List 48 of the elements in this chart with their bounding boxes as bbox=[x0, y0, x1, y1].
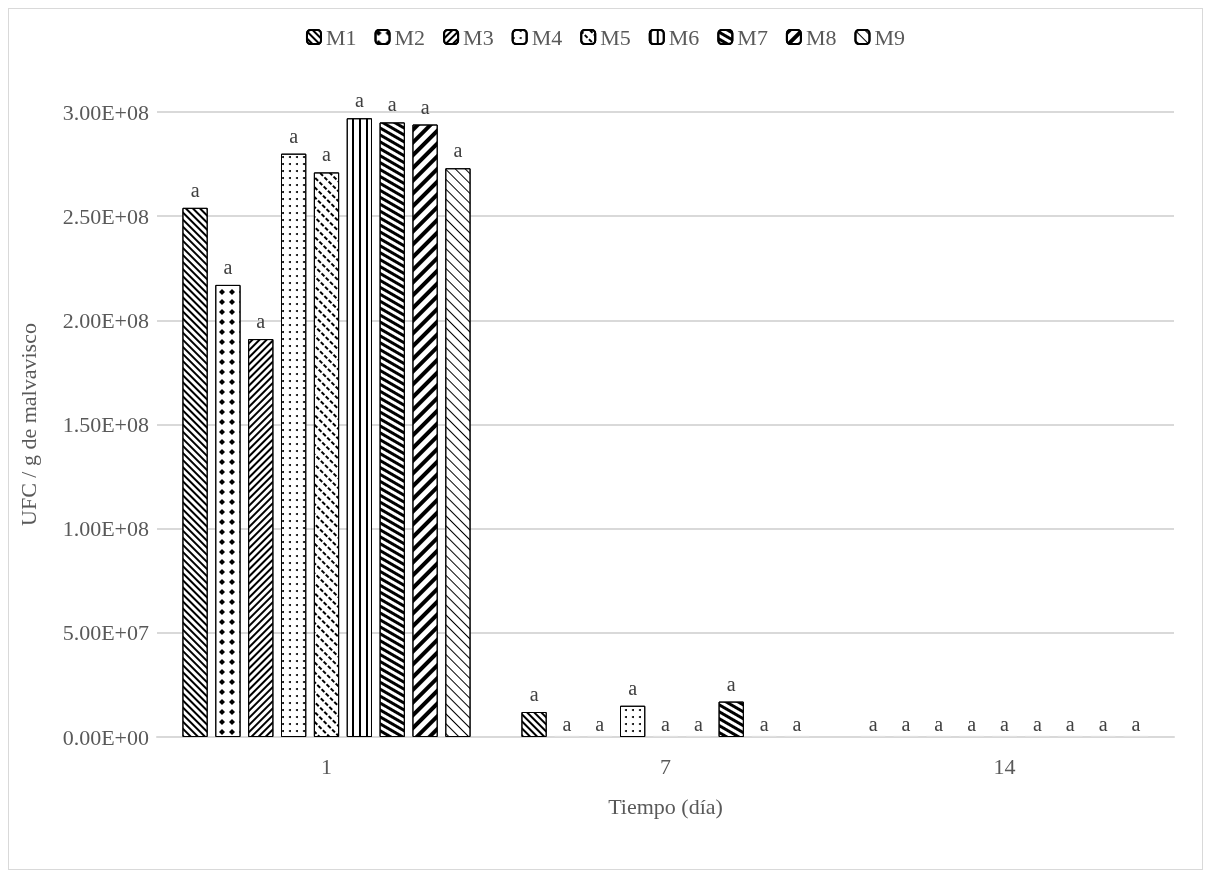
y-tick-label: 0.00E+00 bbox=[62, 724, 149, 750]
y-axis-title: UFC / g de malvavisco bbox=[15, 323, 41, 526]
data-label: a bbox=[792, 713, 802, 735]
y-tick-label: 1.00E+08 bbox=[62, 516, 149, 542]
legend-label: M9 bbox=[874, 24, 906, 50]
y-tick-label: 2.00E+08 bbox=[62, 307, 149, 333]
x-tick-label: 7 bbox=[660, 753, 671, 779]
data-label: a bbox=[759, 713, 769, 735]
legend-label: M7 bbox=[737, 24, 768, 50]
data-label: a bbox=[901, 713, 911, 735]
legend-label: M8 bbox=[805, 24, 837, 50]
data-label: a bbox=[868, 713, 878, 735]
legend-label: M3 bbox=[463, 24, 494, 50]
x-tick-label: 1 bbox=[321, 753, 332, 779]
legend-label: M1 bbox=[325, 24, 357, 50]
data-label: a bbox=[1098, 713, 1108, 735]
data-label: a bbox=[1032, 713, 1042, 735]
legend-label: M5 bbox=[600, 24, 631, 50]
data-label: a bbox=[256, 310, 266, 333]
data-label: a bbox=[726, 672, 736, 695]
data-label: a bbox=[661, 713, 671, 735]
data-label: a bbox=[562, 713, 572, 735]
x-axis-title: Tiempo (día) bbox=[608, 793, 723, 819]
data-label: a bbox=[529, 683, 539, 705]
legend-label: M2 bbox=[394, 24, 426, 50]
data-label: a bbox=[387, 93, 397, 116]
data-label: a bbox=[289, 124, 299, 147]
data-label: a bbox=[453, 139, 463, 162]
y-tick-label: 3.00E+08 bbox=[62, 99, 149, 125]
y-tick-label: 5.00E+07 bbox=[62, 620, 149, 646]
data-label: a bbox=[967, 713, 977, 735]
data-label: a bbox=[223, 255, 233, 278]
data-label: a bbox=[1065, 713, 1075, 735]
data-label: a bbox=[420, 95, 430, 118]
data-label: a bbox=[1131, 713, 1141, 735]
legend-label: M4 bbox=[531, 24, 563, 50]
legend-label: M6 bbox=[668, 24, 700, 50]
data-label: a bbox=[1000, 713, 1010, 735]
data-label: a bbox=[354, 89, 364, 112]
data-label: a bbox=[628, 676, 638, 699]
y-tick-label: 1.50E+08 bbox=[62, 412, 149, 437]
data-label: a bbox=[693, 713, 703, 735]
data-label: a bbox=[190, 178, 200, 201]
data-label: a bbox=[322, 143, 332, 166]
data-label: a bbox=[595, 713, 605, 735]
x-tick-label: 14 bbox=[993, 753, 1016, 779]
y-tick-label: 2.50E+08 bbox=[62, 203, 149, 229]
data-label: a bbox=[934, 713, 944, 735]
